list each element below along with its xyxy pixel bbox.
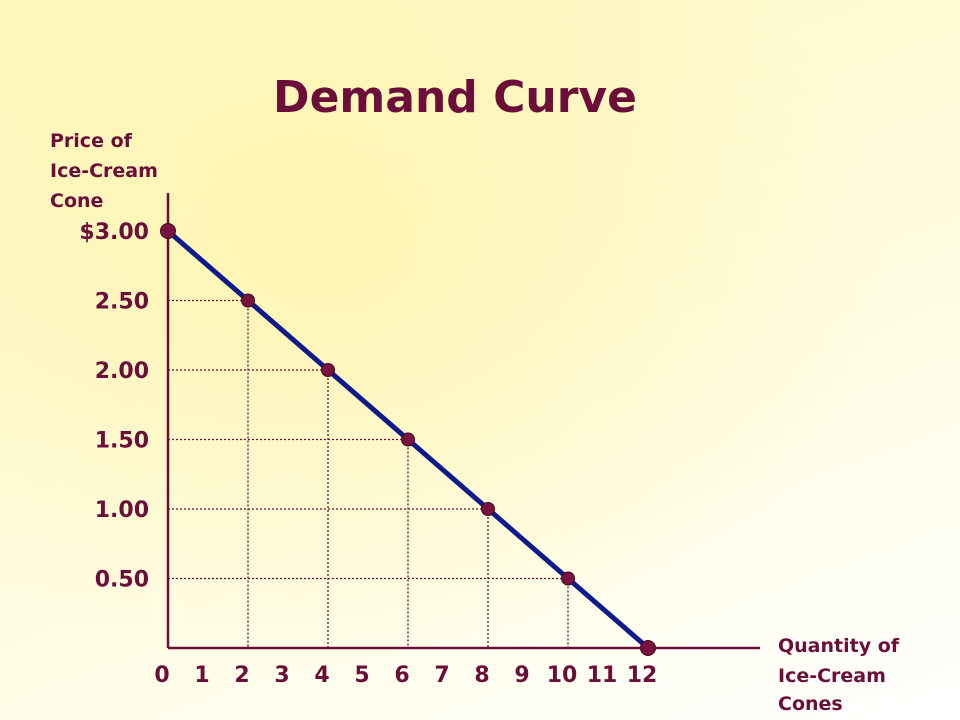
data-point xyxy=(160,223,176,239)
guide-lines xyxy=(168,299,569,648)
x-tick-label: 9 xyxy=(514,663,529,688)
data-point xyxy=(561,571,575,586)
y-tick-label: $3.00 xyxy=(79,220,149,245)
x-axis-label-line-1: Quantity of xyxy=(778,635,900,657)
x-tick-label: 1 xyxy=(194,663,209,688)
data-point xyxy=(401,432,415,447)
x-tick-label: 5 xyxy=(354,663,369,688)
x-axis-label-line-3: Cones xyxy=(778,693,843,715)
x-axis-label-line-2: Ice-Cream xyxy=(778,665,886,687)
data-point xyxy=(640,640,656,656)
data-point xyxy=(241,293,255,308)
chart-title: Demand Curve xyxy=(273,72,637,123)
axes xyxy=(166,193,760,650)
y-axis-label-line-3: Cone xyxy=(50,190,103,212)
y-tick-label: 1.50 xyxy=(95,429,149,454)
x-tick-label: 10 xyxy=(547,663,578,688)
y-axis-label-line-1: Price of xyxy=(50,130,133,152)
data-points xyxy=(160,223,656,656)
x-tick-label: 3 xyxy=(274,663,289,688)
x-tick-labels: 0 1 2 3 4 5 6 7 8 9 10 11 12 xyxy=(154,663,657,688)
y-tick-label: 1.00 xyxy=(95,498,149,523)
x-tick-label: 4 xyxy=(314,663,329,688)
data-point xyxy=(481,502,495,516)
y-tick-label: 2.00 xyxy=(95,359,149,384)
y-tick-label: 2.50 xyxy=(95,290,149,315)
x-tick-label: 0 xyxy=(154,663,169,688)
y-axis-label-line-2: Ice-Cream xyxy=(50,160,158,182)
y-tick-label: 0.50 xyxy=(95,568,149,593)
data-point xyxy=(321,363,335,377)
x-tick-label: 11 xyxy=(587,663,618,688)
y-tick-labels: $3.00 2.50 2.00 1.50 1.00 0.50 xyxy=(79,220,149,593)
x-tick-label: 2 xyxy=(234,663,249,688)
x-tick-label: 8 xyxy=(474,663,489,688)
x-tick-label: 6 xyxy=(394,663,409,688)
x-tick-label: 7 xyxy=(434,663,449,688)
x-tick-label: 12 xyxy=(627,663,658,688)
